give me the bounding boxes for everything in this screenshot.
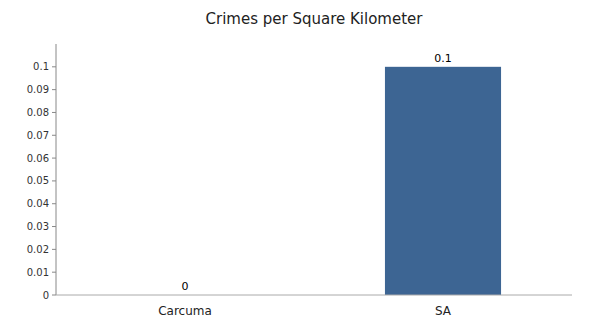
y-tick [52,295,56,296]
y-tick [52,249,56,250]
y-tick [52,203,56,204]
y-tick-label: 0.1 [33,61,49,72]
y-tick-label: 0.03 [27,221,49,232]
data-label: 0 [182,280,189,293]
bars [385,67,501,295]
chart: Crimes per Square Kilometer 0 0.01 0.02 0.03… [0,0,592,333]
y-tick-label: 0.07 [27,130,49,141]
x-axis-line [56,295,572,296]
y-tick-label: 0.02 [27,244,49,255]
y-tick-label: 0 [43,290,49,301]
y-tick-label: 0.09 [27,84,49,95]
y-tick [52,272,56,273]
y-axis-line [56,44,57,295]
y-tick-label: 0.05 [27,175,49,186]
bar [385,67,501,295]
title: Crimes per Square Kilometer [206,10,424,28]
y-tick [52,66,56,67]
y-tick-label: 0.01 [27,267,49,278]
y-axis: 0 0.01 0.02 0.03 0.04 0.05 0.06 0.07 0.08 0.09 0.1 [27,44,56,301]
y-tick [52,135,56,136]
x-tick-label: SA [435,304,452,318]
data-label: 0.1 [434,52,452,65]
chart-container: Crimes per Square Kilometer 0 0.01 0.02 0.03… [0,0,592,333]
y-tick [52,112,56,113]
y-tick [52,89,56,90]
y-tick-label: 0.08 [27,107,49,118]
y-tick [52,158,56,159]
background [0,0,592,333]
y-tick [52,180,56,181]
y-tick [52,226,56,227]
y-tick-label: 0.04 [27,198,49,209]
x-tick-label: Carcuma [158,304,212,318]
y-tick-label: 0.06 [27,153,49,164]
